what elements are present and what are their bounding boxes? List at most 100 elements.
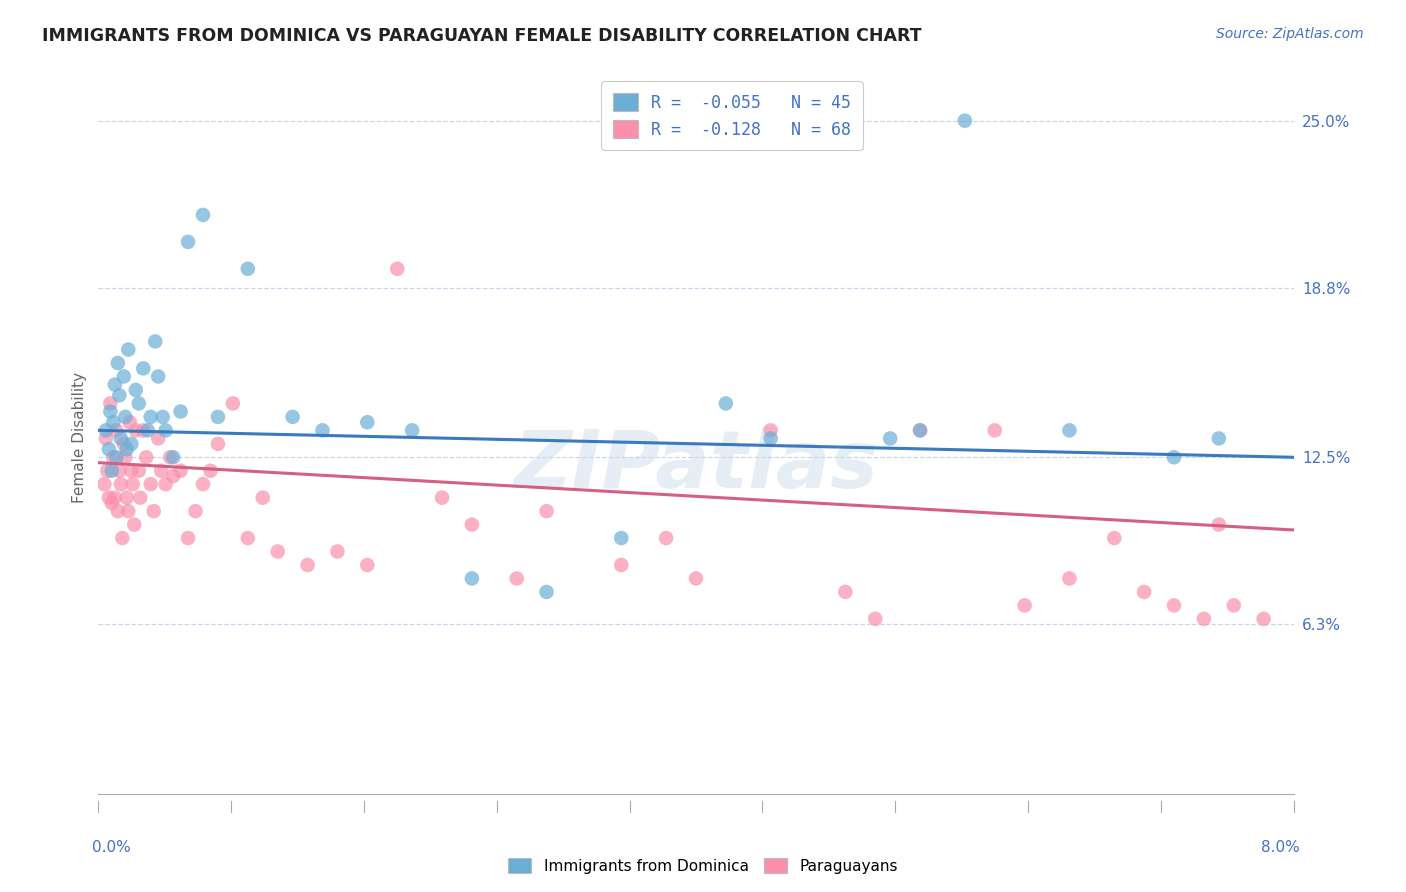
Point xyxy=(162,469,184,483)
Point xyxy=(124,517,146,532)
Point xyxy=(115,491,138,505)
Point xyxy=(103,450,125,465)
Point xyxy=(105,450,128,465)
Point xyxy=(984,423,1007,437)
Point xyxy=(356,415,378,429)
Point xyxy=(107,356,129,370)
Point xyxy=(297,558,319,572)
Text: IMMIGRANTS FROM DOMINICA VS PARAGUAYAN FEMALE DISABILITY CORRELATION CHART: IMMIGRANTS FROM DOMINICA VS PARAGUAYAN F… xyxy=(42,27,922,45)
Point xyxy=(128,464,150,478)
Point xyxy=(461,571,484,585)
Point xyxy=(236,261,259,276)
Point xyxy=(191,477,214,491)
Point xyxy=(155,477,177,491)
Point xyxy=(536,585,558,599)
Point xyxy=(120,437,142,451)
Point xyxy=(200,464,222,478)
Point xyxy=(139,477,162,491)
Point xyxy=(128,396,150,410)
Text: 8.0%: 8.0% xyxy=(1261,840,1299,855)
Point xyxy=(136,423,159,437)
Point xyxy=(326,544,349,558)
Point xyxy=(97,442,120,457)
Point xyxy=(1163,450,1185,465)
Legend: Immigrants from Dominica, Paraguayans: Immigrants from Dominica, Paraguayans xyxy=(502,852,904,880)
Point xyxy=(610,558,633,572)
Point xyxy=(118,415,141,429)
Point xyxy=(110,477,132,491)
Point xyxy=(1133,585,1156,599)
Point xyxy=(103,415,125,429)
Point xyxy=(148,369,170,384)
Point xyxy=(191,208,214,222)
Point xyxy=(143,334,166,349)
Point xyxy=(834,585,856,599)
Point xyxy=(101,496,124,510)
Point xyxy=(1014,599,1036,613)
Point xyxy=(112,437,135,451)
Point xyxy=(311,423,333,437)
Point xyxy=(177,235,200,249)
Point xyxy=(98,396,122,410)
Point xyxy=(1104,531,1126,545)
Point xyxy=(152,409,174,424)
Point xyxy=(142,504,165,518)
Point xyxy=(114,450,136,465)
Point xyxy=(121,477,143,491)
Point xyxy=(401,423,423,437)
Point xyxy=(252,491,274,505)
Point xyxy=(759,432,782,446)
Text: 0.0%: 0.0% xyxy=(93,840,131,855)
Point xyxy=(94,423,117,437)
Point xyxy=(115,442,138,457)
Point xyxy=(714,396,737,410)
Point xyxy=(865,612,887,626)
Point xyxy=(107,504,129,518)
Point xyxy=(111,531,134,545)
Point xyxy=(96,464,118,478)
Point xyxy=(506,571,529,585)
Point xyxy=(385,261,409,276)
Point xyxy=(101,464,124,478)
Point xyxy=(155,423,177,437)
Point xyxy=(125,423,148,437)
Point xyxy=(97,491,120,505)
Point xyxy=(110,432,132,446)
Point xyxy=(150,464,173,478)
Point xyxy=(1208,432,1230,446)
Point xyxy=(461,517,484,532)
Point xyxy=(94,432,117,446)
Point xyxy=(953,113,976,128)
Point xyxy=(267,544,290,558)
Point xyxy=(117,504,139,518)
Point xyxy=(1059,423,1081,437)
Point xyxy=(105,423,128,437)
Point xyxy=(356,558,378,572)
Point xyxy=(148,432,170,446)
Point xyxy=(108,388,131,402)
Point xyxy=(117,343,139,357)
Point xyxy=(104,377,127,392)
Point xyxy=(162,450,184,465)
Point xyxy=(169,404,191,418)
Text: Source: ZipAtlas.com: Source: ZipAtlas.com xyxy=(1216,27,1364,41)
Point xyxy=(132,361,155,376)
Point xyxy=(1253,612,1275,626)
Point xyxy=(93,477,115,491)
Point xyxy=(129,491,152,505)
Point xyxy=(1059,571,1081,585)
Point xyxy=(655,531,678,545)
Point xyxy=(112,369,135,384)
Point xyxy=(908,423,931,437)
Point xyxy=(685,571,707,585)
Point xyxy=(879,432,901,446)
Point xyxy=(759,423,782,437)
Point xyxy=(139,409,162,424)
Point xyxy=(1192,612,1215,626)
Text: ZIPatlas: ZIPatlas xyxy=(513,426,879,505)
Point xyxy=(125,383,148,397)
Point xyxy=(610,531,633,545)
Point xyxy=(1163,599,1185,613)
Point xyxy=(104,491,127,505)
Point xyxy=(207,409,229,424)
